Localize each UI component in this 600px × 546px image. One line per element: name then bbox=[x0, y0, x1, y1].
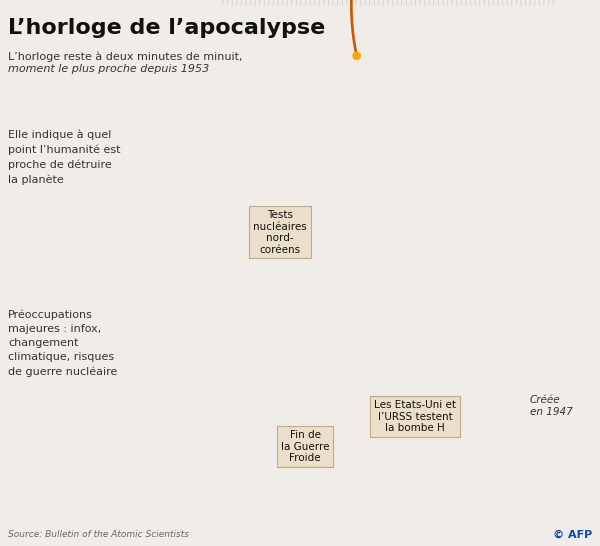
Text: Tests
nucléaires
nord-
coréens: Tests nucléaires nord- coréens bbox=[253, 210, 307, 255]
Point bbox=[352, 51, 361, 60]
Text: L’horloge de l’apocalypse: L’horloge de l’apocalypse bbox=[8, 18, 325, 38]
Text: © AFP: © AFP bbox=[553, 530, 592, 540]
Text: moment le plus proche depuis 1953: moment le plus proche depuis 1953 bbox=[8, 64, 209, 74]
Text: L’horloge reste à deux minutes de minuit,: L’horloge reste à deux minutes de minuit… bbox=[8, 52, 242, 62]
Text: Fin de
la Guerre
Froide: Fin de la Guerre Froide bbox=[281, 430, 329, 463]
Text: Créée
en 1947: Créée en 1947 bbox=[530, 395, 573, 417]
Text: Préoccupations
majeures : infox,
changement
climatique, risques
de guerre nucléa: Préoccupations majeures : infox, changem… bbox=[8, 310, 118, 377]
Text: Elle indique à quel
point l’humanité est
proche de détruire
la planète: Elle indique à quel point l’humanité est… bbox=[8, 130, 121, 185]
Text: Les Etats-Uni et
l’URSS testent
la bombe H: Les Etats-Uni et l’URSS testent la bombe… bbox=[374, 400, 456, 433]
Text: Source: Bulletin of the Atomic Scientists: Source: Bulletin of the Atomic Scientist… bbox=[8, 530, 189, 539]
